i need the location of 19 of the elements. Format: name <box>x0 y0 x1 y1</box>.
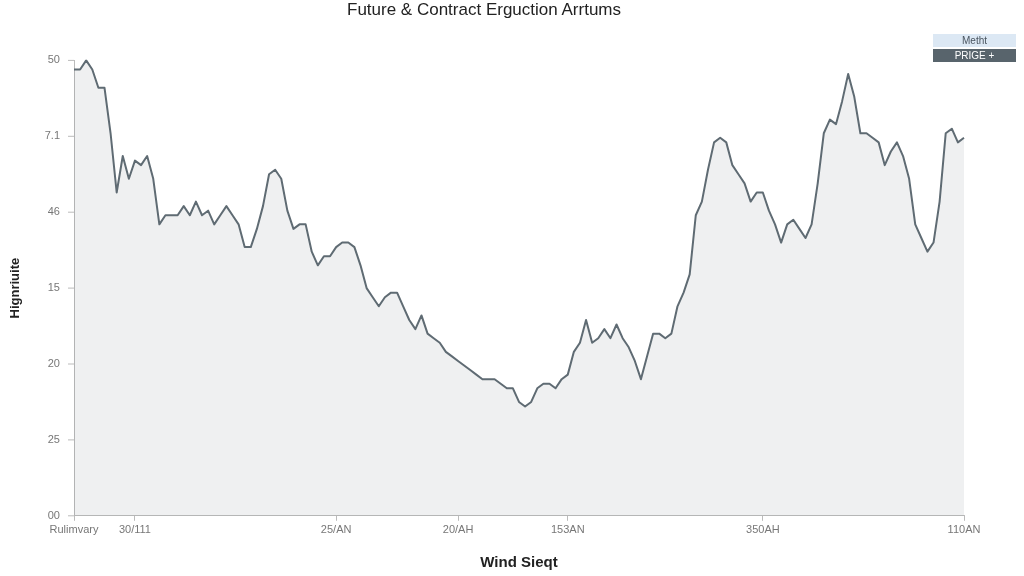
x-tick-label: Rulimvary <box>49 523 99 536</box>
x-tick-label: 350AH <box>746 523 780 536</box>
y-axis-title: Hignriuite <box>7 257 23 319</box>
x-axis-title: Wind Sieqt <box>480 553 558 571</box>
text: 7.1 <box>44 129 60 142</box>
text: 50 <box>47 53 60 66</box>
text: 25 <box>47 432 60 445</box>
text: 20 <box>47 357 60 370</box>
label-box: PRIGE + <box>933 49 1016 62</box>
label-box: Metht <box>933 34 1016 47</box>
text: 15 <box>47 281 60 294</box>
x-tick-label: 30/111 <box>118 523 151 536</box>
x-tick-label: 153AN <box>550 523 585 536</box>
chart-title: Future & Contract Erguction Arrtums <box>347 0 621 19</box>
x-tick-label: 20/AH <box>442 523 474 536</box>
x-tick-label: 110AN <box>947 523 981 536</box>
x-tick-label: 25/AN <box>320 523 352 536</box>
text: 00 <box>47 508 60 521</box>
text: 46 <box>47 205 60 218</box>
